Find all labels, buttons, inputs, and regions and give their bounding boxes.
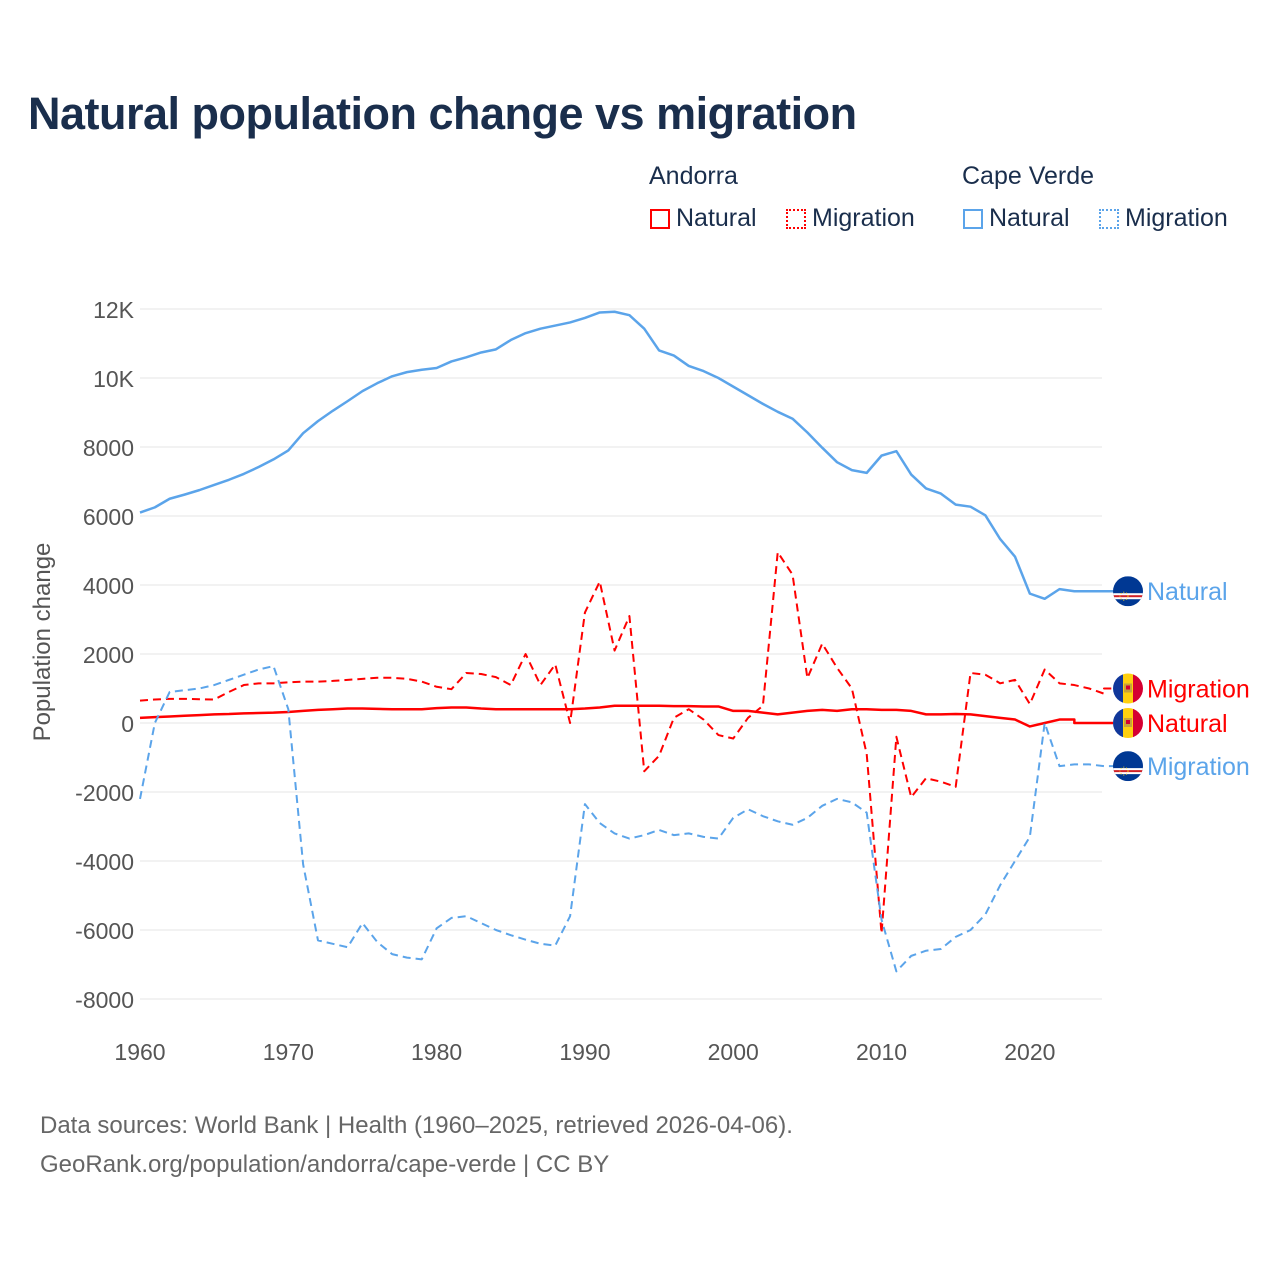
legend-label: Natural bbox=[676, 204, 757, 232]
legend-group-title: Andorra bbox=[649, 162, 738, 190]
y-tick-label: 2000 bbox=[83, 642, 134, 668]
andorra-flag-icon bbox=[1113, 708, 1143, 738]
data-source-text: Data sources: World Bank | Health (1960–… bbox=[40, 1112, 793, 1139]
legend-item-cape-verde-migration[interactable]: Migration bbox=[1099, 204, 1228, 233]
legend-item-cape-verde-natural[interactable]: Natural bbox=[963, 204, 1070, 233]
chart-title: Natural population change vs migration bbox=[28, 88, 857, 139]
dotted-swatch-icon bbox=[786, 208, 806, 229]
legend-label: Migration bbox=[1125, 204, 1228, 232]
legend-group-cape-verde: Cape Verde Natural Migration bbox=[962, 162, 1228, 232]
y-tick-label: 0 bbox=[121, 711, 134, 737]
series-line-cape-verde-natural bbox=[139, 310, 1113, 601]
x-tick-label: 1970 bbox=[263, 1039, 314, 1065]
y-tick-label: -6000 bbox=[75, 918, 134, 944]
y-tick-label: -4000 bbox=[75, 849, 134, 875]
y-tick-label: 10K bbox=[93, 366, 135, 392]
x-tick-label: 1990 bbox=[559, 1039, 610, 1065]
y-tick-label: 6000 bbox=[83, 504, 134, 530]
series-line-andorra-natural bbox=[139, 704, 1113, 728]
series-line-cape-verde-migration bbox=[139, 665, 1113, 973]
series-end-label: Natural bbox=[1147, 710, 1228, 738]
solid-swatch-icon bbox=[650, 208, 670, 229]
legend-group-andorra: Andorra Natural Migration bbox=[649, 162, 915, 232]
y-tick-label: 12K bbox=[93, 297, 135, 323]
series-end-label: Natural bbox=[1147, 578, 1228, 606]
y-tick-label: 4000 bbox=[83, 573, 134, 599]
source-link[interactable]: GeoRank.org/population/andorra/cape-verd… bbox=[40, 1151, 610, 1178]
series-end-label: Migration bbox=[1147, 753, 1250, 781]
y-axis-label: Population change bbox=[29, 543, 56, 742]
y-tick-label: 8000 bbox=[83, 435, 134, 461]
cape-verde-flag-icon bbox=[1113, 751, 1143, 781]
cape-verde-flag-icon bbox=[1113, 576, 1143, 606]
legend-group-title: Cape Verde bbox=[962, 162, 1095, 190]
legend-item-andorra-natural[interactable]: Natural bbox=[650, 204, 757, 233]
x-tick-label: 2010 bbox=[856, 1039, 907, 1065]
legend-item-andorra-migration[interactable]: Migration bbox=[786, 204, 915, 233]
dotted-swatch-icon bbox=[1099, 208, 1119, 229]
legend-label: Migration bbox=[812, 204, 915, 232]
series-end-label: Migration bbox=[1147, 676, 1250, 704]
y-tick-label: -2000 bbox=[75, 780, 134, 806]
x-tick-label: 2020 bbox=[1004, 1039, 1055, 1065]
series-line-andorra-migration bbox=[139, 551, 1113, 935]
footer: Data sources: World Bank | Health (1960–… bbox=[40, 1106, 793, 1184]
solid-swatch-icon bbox=[963, 208, 983, 229]
y-tick-label: -8000 bbox=[75, 987, 134, 1013]
x-tick-label: 1960 bbox=[114, 1039, 165, 1065]
x-tick-label: 2000 bbox=[708, 1039, 759, 1065]
legend-label: Natural bbox=[989, 204, 1070, 232]
andorra-flag-icon bbox=[1113, 674, 1143, 704]
x-tick-label: 1980 bbox=[411, 1039, 462, 1065]
